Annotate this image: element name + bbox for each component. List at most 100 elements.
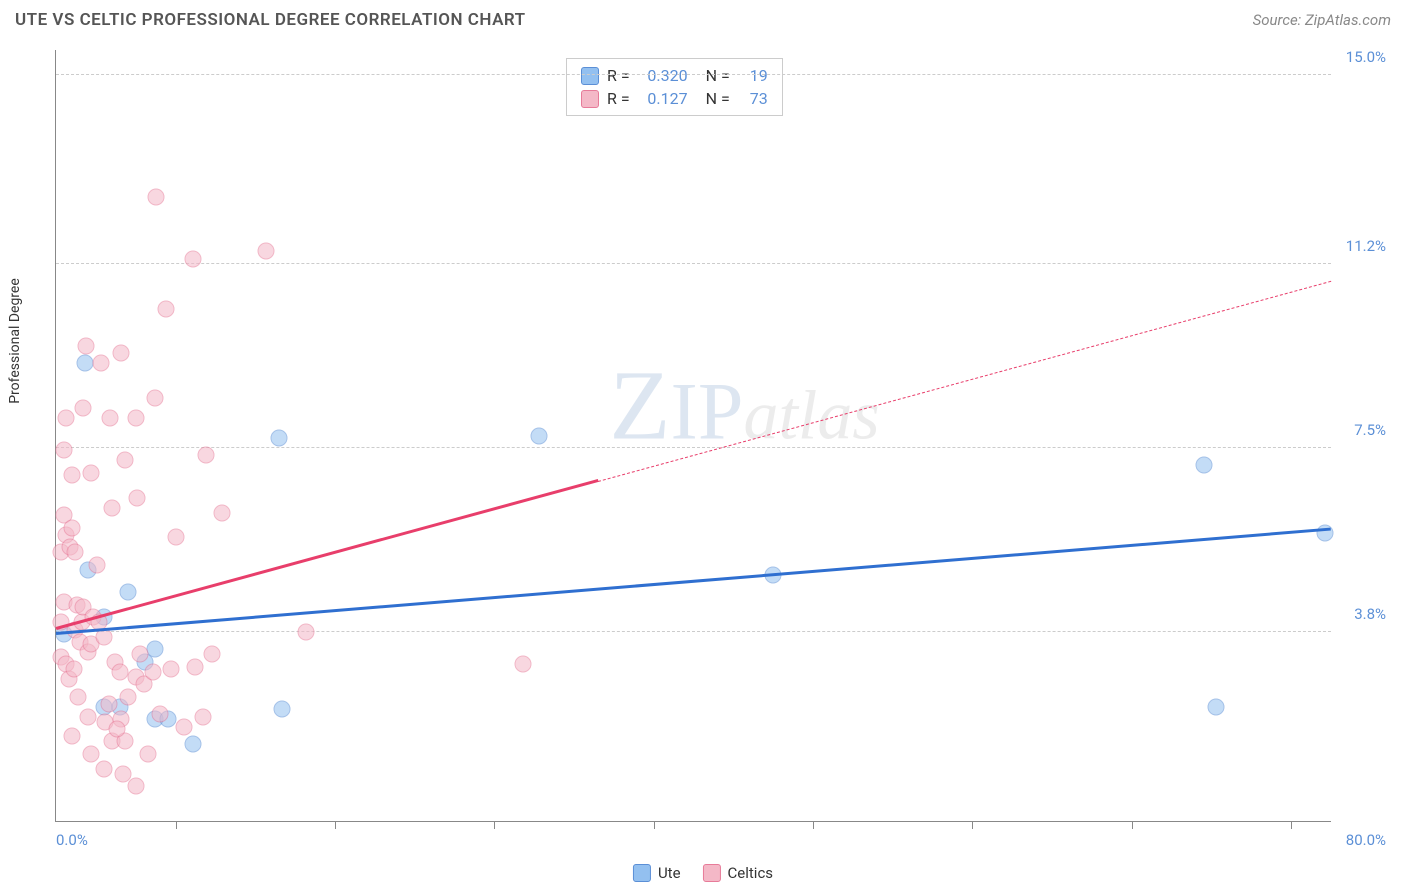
celtics-trend-line-extrapolated <box>598 280 1331 481</box>
celtics-data-point <box>140 745 157 762</box>
celtics-data-point <box>157 300 174 317</box>
watermark: ZIPatlas <box>609 347 879 462</box>
celtics-data-point <box>63 519 80 536</box>
n-label: N = <box>706 66 730 85</box>
celtics-data-point <box>89 556 106 573</box>
chart-header: UTE VS CELTIC PROFESSIONAL DEGREE CORREL… <box>15 10 1391 30</box>
ute-data-point <box>530 427 547 444</box>
celtics-data-point <box>83 745 100 762</box>
n-label: N = <box>706 89 730 108</box>
x-tick <box>176 821 177 829</box>
celtics-data-point <box>78 337 95 354</box>
source-attribution: Source: ZipAtlas.com <box>1253 11 1391 29</box>
x-tick <box>654 821 655 829</box>
y-tick-label: 11.2% <box>1346 237 1386 255</box>
ute-data-point <box>274 701 291 718</box>
celtics-data-point <box>63 467 80 484</box>
celtics-data-point <box>145 663 162 680</box>
celtics-data-point <box>127 778 144 795</box>
ute-swatch <box>581 67 599 85</box>
x-tick <box>335 821 336 829</box>
celtics-legend-swatch <box>703 864 721 882</box>
celtics-data-point <box>175 718 192 735</box>
celtics-data-point <box>57 410 74 427</box>
r-label: R = <box>607 89 630 108</box>
ute-data-point <box>271 430 288 447</box>
grid-line <box>56 447 1331 448</box>
celtics-data-point <box>146 390 163 407</box>
grid-line <box>56 74 1331 75</box>
chart-container: Professional Degree ZIPatlas R =0.320N =… <box>45 40 1391 852</box>
celtics-data-point <box>111 663 128 680</box>
ute-data-point <box>1208 698 1225 715</box>
stats-row-celtics: R =0.127N =73 <box>581 87 768 110</box>
chart-title: UTE VS CELTIC PROFESSIONAL DEGREE CORREL… <box>15 10 526 30</box>
celtics-data-point <box>108 720 125 737</box>
celtics-data-point <box>194 708 211 725</box>
legend-label: Ute <box>658 864 681 882</box>
correlation-stats-box: R =0.320N =19R =0.127N =73 <box>566 58 783 116</box>
celtics-data-point <box>258 243 275 260</box>
stats-row-ute: R = 0.320 N = 19 <box>581 64 768 87</box>
ute-data-point <box>119 584 136 601</box>
celtics-data-point <box>113 345 130 362</box>
celtics-data-point <box>95 760 112 777</box>
ute-data-point <box>185 735 202 752</box>
plot-area: ZIPatlas R =0.320N =19R =0.127N =73 0.0%… <box>55 50 1331 822</box>
ute-legend-swatch <box>633 864 651 882</box>
celtics-data-point <box>129 489 146 506</box>
y-tick-label: 3.8% <box>1354 605 1386 623</box>
x-axis-min-label: 0.0% <box>56 831 88 849</box>
grid-line <box>56 263 1331 264</box>
celtics-data-point <box>204 646 221 663</box>
celtics-data-point <box>119 688 136 705</box>
celtics-data-point <box>70 688 87 705</box>
x-tick <box>972 821 973 829</box>
celtics-data-point <box>79 708 96 725</box>
celtics-data-point <box>100 696 117 713</box>
celtics-data-point <box>102 410 119 427</box>
bottom-legend: Ute Celtics <box>633 864 773 882</box>
celtics-data-point <box>186 658 203 675</box>
celtics-data-point <box>298 623 315 640</box>
x-tick <box>494 821 495 829</box>
celtics-data-point <box>148 188 165 205</box>
x-axis-max-label: 80.0% <box>1346 831 1386 849</box>
legend-label: Celtics <box>728 864 774 882</box>
celtics-data-point <box>63 728 80 745</box>
celtics-data-point <box>162 661 179 678</box>
celtics-data-point <box>151 706 168 723</box>
ute-data-point <box>76 355 93 372</box>
legend-item-ute: Ute <box>633 864 681 882</box>
y-tick-label: 15.0% <box>1346 48 1386 66</box>
ute-data-point <box>1195 457 1212 474</box>
x-tick <box>813 821 814 829</box>
celtics-data-point <box>92 355 109 372</box>
grid-line <box>56 631 1331 632</box>
celtics-data-point <box>167 529 184 546</box>
celtics-data-point <box>185 250 202 267</box>
x-tick <box>1132 821 1133 829</box>
celtics-data-point <box>67 544 84 561</box>
r-value: 0.127 <box>638 89 688 108</box>
y-tick-label: 7.5% <box>1354 421 1386 439</box>
celtics-data-point <box>127 410 144 427</box>
x-tick <box>1291 821 1292 829</box>
celtics-data-point <box>103 499 120 516</box>
celtics-data-point <box>75 400 92 417</box>
y-axis-label: Professional Degree <box>7 278 23 404</box>
ute-trend-line <box>56 528 1331 635</box>
r-label: R = <box>607 66 630 85</box>
celtics-data-point <box>197 447 214 464</box>
celtics-data-point <box>65 661 82 678</box>
celtics-data-point <box>213 504 230 521</box>
legend-item-celtics: Celtics <box>703 864 774 882</box>
celtics-data-point <box>514 656 531 673</box>
n-value: 19 <box>738 66 768 85</box>
celtics-data-point <box>83 464 100 481</box>
celtics-swatch <box>581 90 599 108</box>
celtics-data-point <box>55 442 72 459</box>
celtics-data-point <box>116 452 133 469</box>
r-value: 0.320 <box>638 66 688 85</box>
celtics-data-point <box>132 646 149 663</box>
